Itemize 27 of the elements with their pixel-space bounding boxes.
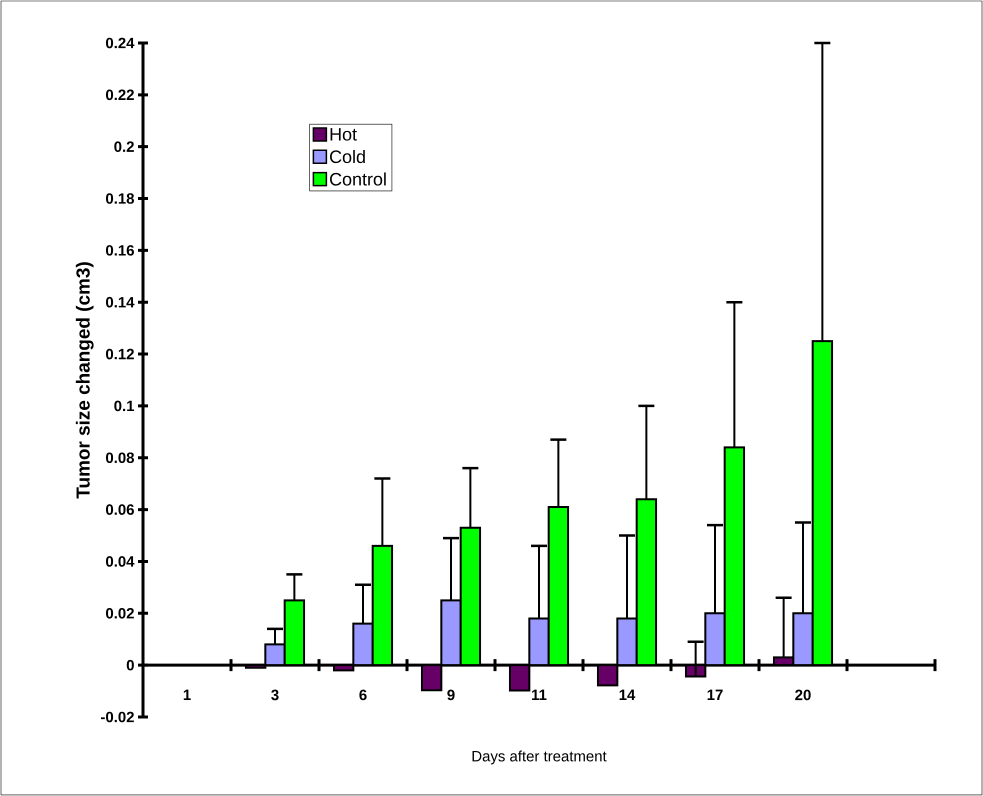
y-tick-label: 0.06 <box>106 504 134 515</box>
legend-label: Control <box>330 172 386 186</box>
y-tick-label: 0.12 <box>106 348 134 360</box>
x-tick-label: 14 <box>620 690 636 700</box>
y-tick-label: -0.02 <box>101 712 134 722</box>
x-tick-label: 1 <box>184 690 191 700</box>
x-tick-label: 3 <box>271 690 279 700</box>
x-tick-label: 6 <box>359 690 367 700</box>
y-tick-label: 0.24 <box>106 38 134 48</box>
y-tick-label: 0.16 <box>106 245 134 256</box>
y-tick-label: 0.22 <box>106 90 134 100</box>
y-tick-label: 0.02 <box>106 608 134 619</box>
y-tick-label: 0.18 <box>106 193 134 204</box>
y-axis-title: Tumor size changed (cm3) <box>76 262 94 498</box>
y-tick-label: 0.1 <box>114 400 134 412</box>
y-tick-label: 0.04 <box>106 556 134 567</box>
legend-label: Hot <box>330 128 357 141</box>
x-tick-label: 17 <box>708 690 723 700</box>
x-tick-label: 11 <box>532 690 546 700</box>
y-tick-label: 0.2 <box>114 141 134 152</box>
y-tick-label: 0 <box>126 660 134 670</box>
legend-label: Cold <box>330 150 365 164</box>
x-tick-label: 9 <box>447 690 455 700</box>
x-axis-title: Days after treatment <box>472 750 607 764</box>
y-tick-label: 0.08 <box>106 452 134 464</box>
x-tick-label: 20 <box>795 690 811 700</box>
y-tick-label: 0.14 <box>106 296 134 308</box>
